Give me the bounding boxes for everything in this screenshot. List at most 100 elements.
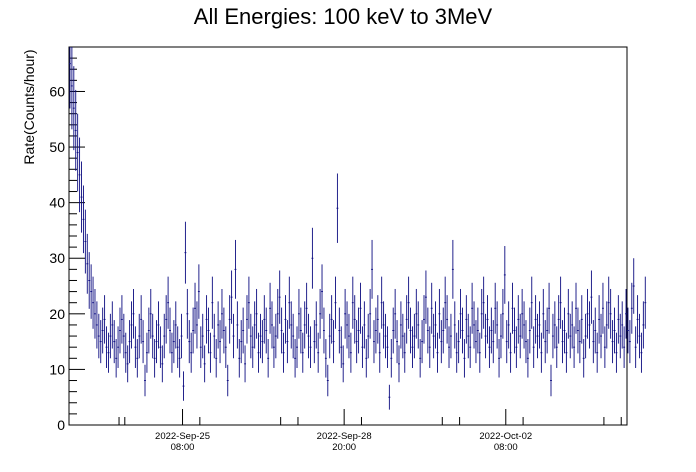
data-point — [142, 320, 145, 364]
data-point — [380, 276, 383, 329]
data-point — [274, 313, 277, 359]
data-point — [469, 326, 472, 368]
data-point — [165, 295, 168, 344]
data-point — [544, 320, 547, 364]
data-point — [494, 282, 497, 334]
data-point — [615, 332, 618, 373]
data-point — [238, 339, 241, 378]
data-point — [346, 301, 348, 349]
data-point — [288, 276, 291, 329]
data-point — [269, 282, 272, 334]
data-point — [394, 288, 397, 339]
data-point — [388, 384, 391, 410]
data-point — [355, 320, 358, 364]
data-point — [511, 282, 514, 334]
data-point — [272, 326, 275, 368]
data-point — [344, 288, 347, 339]
data-point — [157, 301, 160, 349]
data-point — [107, 332, 110, 373]
data-point — [449, 313, 452, 359]
data-point — [365, 339, 368, 378]
data-point — [282, 332, 285, 373]
data-point — [190, 332, 193, 373]
data-point — [517, 295, 520, 344]
x-tick-label-time: 08:00 — [171, 442, 195, 453]
data-point — [286, 320, 289, 364]
data-point — [299, 307, 302, 354]
data-point — [159, 326, 162, 368]
data-point — [369, 288, 372, 339]
data-point — [386, 326, 389, 368]
data-point — [632, 258, 635, 314]
data-point — [578, 320, 581, 364]
data-point — [182, 371, 185, 401]
data-point — [351, 276, 354, 329]
data-point — [555, 326, 558, 368]
data-point — [313, 320, 316, 364]
data-point — [261, 320, 264, 364]
data-point — [419, 339, 422, 378]
data-point — [101, 307, 104, 354]
data-point — [392, 307, 395, 354]
data-point — [319, 288, 322, 339]
data-point — [373, 320, 375, 364]
data-point — [638, 313, 641, 359]
data-point — [230, 270, 233, 324]
data-point — [94, 288, 96, 339]
data-point — [78, 137, 81, 213]
data-point — [336, 173, 339, 243]
data-point — [580, 295, 583, 344]
data-point — [519, 313, 522, 359]
data-point — [236, 301, 239, 349]
data-point — [436, 332, 439, 373]
data-point — [132, 288, 135, 339]
data-point — [600, 313, 602, 359]
data-point — [76, 113, 79, 192]
data-point — [561, 320, 564, 364]
data-point — [374, 307, 377, 354]
y-axis: 0 10 20 30 40 50 60 — [49, 46, 85, 433]
data-point — [634, 326, 637, 368]
data-point — [72, 66, 75, 151]
data-point — [213, 313, 216, 359]
data-point — [628, 320, 631, 364]
data-point — [565, 332, 568, 373]
data-point — [457, 320, 460, 364]
data-point — [192, 307, 195, 354]
y-tick-label: 0 — [57, 417, 65, 433]
data-point — [111, 301, 114, 349]
data-point — [180, 313, 183, 359]
x-tick-label-date: 2022-Sep-25 — [155, 431, 210, 442]
data-point — [619, 313, 622, 359]
data-point — [221, 288, 223, 339]
data-point — [476, 307, 479, 354]
data-point — [613, 307, 616, 354]
data-point — [278, 270, 281, 324]
data-point — [500, 313, 502, 359]
data-point — [155, 320, 158, 364]
data-point — [326, 364, 329, 397]
data-point — [167, 276, 170, 329]
data-point — [130, 301, 133, 349]
data-point — [617, 295, 620, 344]
data-point — [409, 307, 412, 354]
chart-title: All Energies: 100 keV to 3MeV — [194, 4, 493, 29]
data-point — [627, 307, 629, 354]
data-point — [271, 301, 273, 349]
data-point — [84, 209, 87, 274]
data-point — [195, 301, 198, 349]
data-point — [184, 221, 187, 284]
data-point — [505, 320, 508, 364]
data-point — [640, 332, 643, 373]
data-point — [621, 301, 624, 349]
data-point — [559, 276, 562, 329]
data-point — [151, 313, 154, 359]
data-point — [480, 288, 483, 339]
data-point — [109, 313, 112, 359]
data-point — [424, 270, 427, 324]
data-point — [609, 288, 612, 339]
data-point — [197, 264, 200, 319]
data-point — [97, 313, 100, 359]
data-point — [265, 307, 268, 354]
data-point — [463, 339, 466, 378]
